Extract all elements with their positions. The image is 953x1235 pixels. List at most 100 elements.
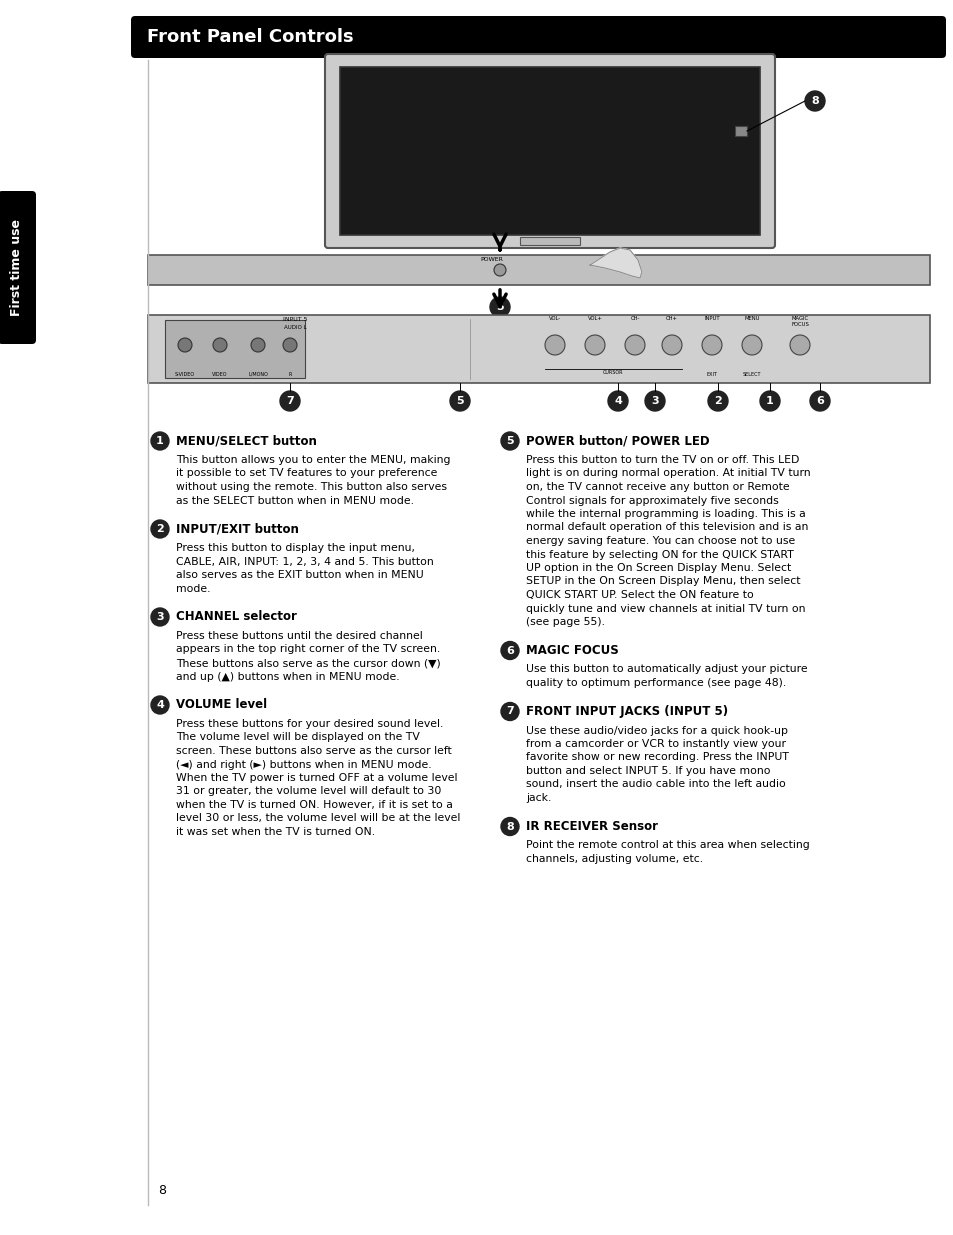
Text: screen. These buttons also serve as the cursor left: screen. These buttons also serve as the … [175, 746, 452, 756]
Text: These buttons also serve as the cursor down (▼): These buttons also serve as the cursor d… [175, 658, 440, 668]
Text: normal default operation of this television and is an: normal default operation of this televis… [525, 522, 807, 532]
Text: R: R [288, 372, 292, 377]
Circle shape [804, 91, 824, 111]
Text: jack.: jack. [525, 793, 551, 803]
Text: VOL+: VOL+ [587, 316, 601, 321]
Text: CHANNEL selector: CHANNEL selector [175, 610, 296, 624]
Text: 2: 2 [714, 396, 721, 406]
Circle shape [500, 818, 518, 836]
Text: energy saving feature. You can choose not to use: energy saving feature. You can choose no… [525, 536, 795, 546]
Bar [148, 254, 929, 285]
Text: MENU/SELECT button: MENU/SELECT button [175, 435, 316, 447]
Circle shape [760, 391, 780, 411]
Text: 1: 1 [156, 436, 164, 446]
Circle shape [644, 391, 664, 411]
Circle shape [809, 391, 829, 411]
Circle shape [584, 335, 604, 354]
Text: 6: 6 [815, 396, 823, 406]
Text: 5: 5 [456, 396, 463, 406]
Text: also serves as the EXIT button when in MENU: also serves as the EXIT button when in M… [175, 571, 423, 580]
Text: (see page 55).: (see page 55). [525, 618, 604, 627]
Text: from a camcorder or VCR to instantly view your: from a camcorder or VCR to instantly vie… [525, 739, 785, 748]
Text: without using the remote. This button also serves: without using the remote. This button al… [175, 482, 447, 492]
Text: When the TV power is turned OFF at a volume level: When the TV power is turned OFF at a vol… [175, 773, 457, 783]
Text: and up (▲) buttons when in MENU mode.: and up (▲) buttons when in MENU mode. [175, 672, 399, 682]
Bar [339, 67, 760, 235]
Text: it was set when the TV is turned ON.: it was set when the TV is turned ON. [175, 827, 375, 837]
Text: button and select INPUT 5. If you have mono: button and select INPUT 5. If you have m… [525, 766, 770, 776]
Text: This button allows you to enter the MENU, making: This button allows you to enter the MENU… [175, 454, 450, 466]
Text: Point the remote control at this area when selecting: Point the remote control at this area wh… [525, 841, 809, 851]
Text: Press these buttons for your desired sound level.: Press these buttons for your desired sou… [175, 719, 443, 729]
Text: channels, adjusting volume, etc.: channels, adjusting volume, etc. [525, 853, 702, 864]
Circle shape [213, 338, 227, 352]
Text: UP option in the On Screen Display Menu. Select: UP option in the On Screen Display Menu.… [525, 563, 790, 573]
Text: MAGIC FOCUS: MAGIC FOCUS [525, 643, 618, 657]
Text: Control signals for approximately five seconds: Control signals for approximately five s… [525, 495, 778, 505]
Text: INPUT/EXIT button: INPUT/EXIT button [175, 522, 298, 536]
Circle shape [500, 703, 518, 720]
Circle shape [151, 520, 169, 538]
Text: AUDIO L: AUDIO L [283, 325, 306, 330]
Text: Use these audio/video jacks for a quick hook-up: Use these audio/video jacks for a quick … [525, 725, 787, 736]
Bar [165, 320, 305, 378]
Text: as the SELECT button when in MENU mode.: as the SELECT button when in MENU mode. [175, 495, 414, 505]
Text: L/MONO: L/MONO [248, 372, 268, 377]
Circle shape [494, 264, 505, 275]
Text: mode.: mode. [175, 583, 211, 594]
Text: VOL-: VOL- [548, 316, 560, 321]
Circle shape [490, 296, 510, 317]
Text: IR RECEIVER Sensor: IR RECEIVER Sensor [525, 820, 658, 832]
Circle shape [661, 335, 681, 354]
FancyBboxPatch shape [131, 16, 945, 58]
Text: quickly tune and view channels at initial TV turn on: quickly tune and view channels at initia… [525, 604, 804, 614]
Text: 8: 8 [158, 1184, 166, 1197]
Text: EXIT: EXIT [706, 372, 717, 377]
Text: 3: 3 [156, 613, 164, 622]
Text: VOLUME level: VOLUME level [175, 699, 267, 711]
Text: 4: 4 [614, 396, 621, 406]
Text: 7: 7 [506, 706, 514, 716]
Text: CABLE, AIR, INPUT: 1, 2, 3, 4 and 5. This button: CABLE, AIR, INPUT: 1, 2, 3, 4 and 5. Thi… [175, 557, 434, 567]
Circle shape [789, 335, 809, 354]
Circle shape [741, 335, 761, 354]
Text: quality to optimum performance (see page 48).: quality to optimum performance (see page… [525, 678, 785, 688]
Text: SELECT: SELECT [742, 372, 760, 377]
Circle shape [151, 432, 169, 450]
FancyBboxPatch shape [325, 54, 774, 248]
Circle shape [624, 335, 644, 354]
Circle shape [151, 697, 169, 714]
Text: while the internal programming is loading. This is a: while the internal programming is loadin… [525, 509, 805, 519]
Text: CH+: CH+ [665, 316, 678, 321]
Text: on, the TV cannot receive any button or Remote: on, the TV cannot receive any button or … [525, 482, 789, 492]
Bar [734, 126, 746, 136]
Text: The volume level will be displayed on the TV: The volume level will be displayed on th… [175, 732, 419, 742]
Text: 5: 5 [496, 303, 503, 312]
Text: INPUT 5: INPUT 5 [282, 317, 307, 322]
Text: 8: 8 [810, 96, 818, 106]
Text: level 30 or less, the volume level will be at the level: level 30 or less, the volume level will … [175, 814, 460, 824]
FancyBboxPatch shape [0, 191, 36, 345]
Text: Use this button to automatically adjust your picture: Use this button to automatically adjust … [525, 664, 807, 674]
Text: Front Panel Controls: Front Panel Controls [147, 28, 354, 46]
Text: INPUT: INPUT [703, 316, 720, 321]
Bar [519, 237, 579, 245]
Polygon shape [589, 248, 641, 278]
Text: Press these buttons until the desired channel: Press these buttons until the desired ch… [175, 631, 422, 641]
Text: light is on during normal operation. At initial TV turn: light is on during normal operation. At … [525, 468, 810, 478]
Text: 7: 7 [286, 396, 294, 406]
Circle shape [500, 641, 518, 659]
Circle shape [251, 338, 265, 352]
Circle shape [151, 608, 169, 626]
Circle shape [450, 391, 470, 411]
Text: it possible to set TV features to your preference: it possible to set TV features to your p… [175, 468, 436, 478]
Text: MENU: MENU [743, 316, 759, 321]
Circle shape [280, 391, 299, 411]
Circle shape [544, 335, 564, 354]
Text: this feature by selecting ON for the QUICK START: this feature by selecting ON for the QUI… [525, 550, 793, 559]
Text: FRONT INPUT JACKS (INPUT 5): FRONT INPUT JACKS (INPUT 5) [525, 705, 727, 718]
Circle shape [500, 432, 518, 450]
Text: POWER: POWER [480, 257, 503, 262]
Text: QUICK START UP. Select the ON feature to: QUICK START UP. Select the ON feature to [525, 590, 753, 600]
Circle shape [707, 391, 727, 411]
